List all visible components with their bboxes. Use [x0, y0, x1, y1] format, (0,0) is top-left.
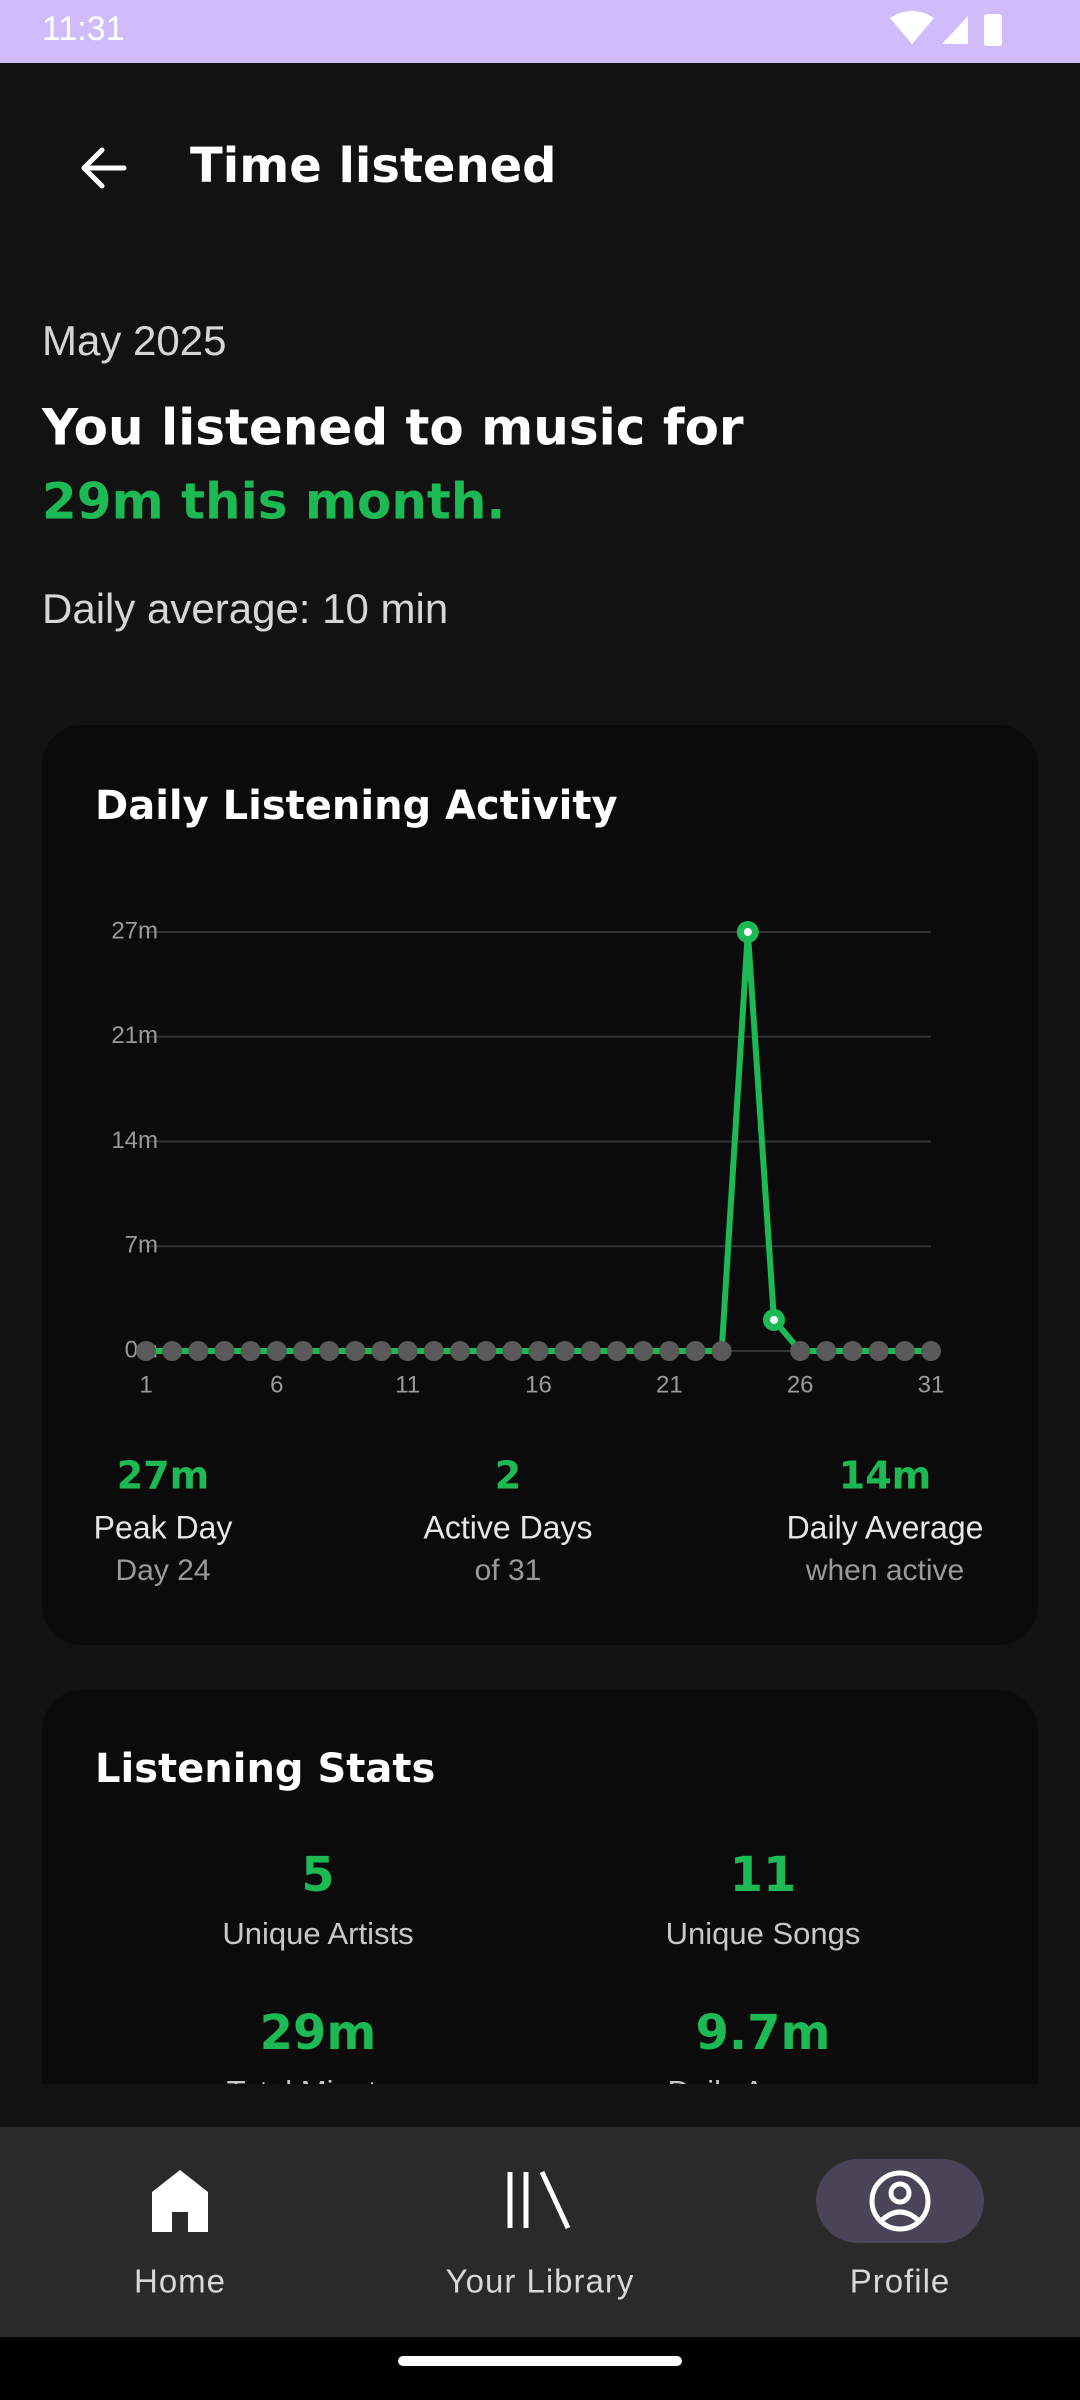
x-tick-label: 26: [787, 1371, 814, 1398]
data-point: [921, 1341, 941, 1361]
stat-value: 27m: [117, 1454, 209, 1498]
data-point: [162, 1341, 183, 1361]
x-tick-label: 11: [395, 1371, 420, 1398]
stats-card: [42, 1690, 1038, 2084]
data-point: [423, 1341, 444, 1361]
stat-value: 9.7m: [695, 2005, 830, 2061]
wifi-icon: [890, 11, 934, 44]
stat-label: Unique Artists: [222, 1916, 413, 1951]
x-tick-label: 16: [525, 1371, 552, 1398]
stat-label: Unique Songs: [666, 1916, 861, 1951]
data-point: [659, 1341, 680, 1361]
gesture-handle[interactable]: [398, 2356, 682, 2366]
data-point: [528, 1341, 549, 1361]
listening-stats: 5 Unique Artists 11 Unique Songs 29m Total Mi…: [222, 1847, 861, 2109]
nav-label[interactable]: Home: [134, 2263, 226, 2300]
stat-label: Active Days: [424, 1509, 593, 1545]
data-point: [685, 1341, 706, 1361]
back-arrow[interactable]: [81, 147, 127, 189]
nav-label[interactable]: Profile: [850, 2263, 951, 2300]
month-label: May 2025: [42, 317, 226, 364]
scroll-content: May 2025 You listened to music for 29m t…: [41, 317, 1038, 2109]
data-point: [502, 1341, 523, 1361]
data-point: [476, 1341, 497, 1361]
stat-sub: when active: [805, 1554, 964, 1587]
stat-value: 5: [301, 1847, 334, 1903]
data-point: [816, 1341, 837, 1361]
profile-icon-ring[interactable]: [869, 2170, 931, 2232]
profile-icon-body[interactable]: [880, 2209, 920, 2222]
stat-value: 11: [730, 1847, 797, 1903]
battery-icon: [984, 14, 1002, 46]
data-point: [266, 1341, 287, 1361]
signal-icon: [942, 16, 968, 44]
profile-icon-head[interactable]: [888, 2181, 912, 2205]
x-tick-label: 1: [139, 1371, 152, 1398]
data-point: [842, 1341, 863, 1361]
stat-value: 2: [495, 1454, 521, 1498]
data-point: [293, 1341, 313, 1361]
data-point: [397, 1341, 418, 1361]
status-bar: [0, 0, 1080, 63]
data-point: [319, 1341, 340, 1361]
y-tick-label: 27m: [111, 917, 158, 944]
stat-sub: Day 24: [115, 1554, 210, 1587]
y-tick-label: 14m: [111, 1127, 158, 1154]
stat-value: 14m: [839, 1454, 931, 1498]
stat-label: Daily Average: [787, 1509, 984, 1545]
back-button[interactable]: [81, 147, 127, 189]
data-point: [450, 1341, 470, 1361]
data-point: [371, 1341, 392, 1361]
data-point: [188, 1341, 209, 1361]
data-point: [607, 1341, 627, 1361]
data-point: [554, 1341, 575, 1361]
data-point: [868, 1341, 889, 1361]
chart-stats: 27m Peak Day Day 24 2 Active Days of 31 14m Dai…: [94, 1454, 984, 1587]
headline-highlight: 29m this month.: [42, 473, 505, 531]
y-tick-label: 21m: [111, 1022, 158, 1049]
y-tick-label: 7m: [125, 1232, 158, 1259]
data-point: [136, 1341, 156, 1361]
data-point-center: [770, 1315, 778, 1324]
stats-title: Listening Stats: [95, 1746, 435, 1792]
headline: You listened to music for: [41, 399, 744, 457]
home-icon[interactable]: [152, 2170, 208, 2232]
header-title: Time listened: [190, 138, 557, 194]
stat-label: Daily Average: [668, 2074, 859, 2109]
x-tick-label: 21: [656, 1371, 683, 1398]
chart-title: Daily Listening Activity: [95, 783, 618, 829]
library-icon[interactable]: [507, 2170, 571, 2230]
daily-average: Daily average: 10 min: [42, 585, 448, 632]
data-point: [894, 1341, 915, 1361]
nav-labels: Home Your Library Profile: [134, 2263, 951, 2300]
stat-sub: of 31: [475, 1554, 542, 1587]
stat-value: 29m: [260, 2005, 377, 2061]
data-point: [633, 1341, 654, 1361]
data-point-center: [743, 928, 752, 936]
nav-label[interactable]: Your Library: [446, 2263, 635, 2300]
status-time: 11:31: [42, 10, 125, 48]
profile-icon[interactable]: [869, 2170, 931, 2232]
data-point: [790, 1341, 811, 1361]
x-tick-label: 6: [270, 1371, 283, 1398]
x-tick-label: 31: [918, 1371, 945, 1398]
data-point: [240, 1341, 261, 1361]
stat-label: Peak Day: [94, 1509, 233, 1545]
line-chart: 0m7m14m21m27m161116212631: [111, 917, 944, 1398]
data-point: [711, 1341, 732, 1361]
stat-label: Total Minutes: [227, 2074, 410, 2109]
chart-card: [42, 725, 1038, 1645]
data-point: [580, 1341, 601, 1361]
data-point: [345, 1341, 366, 1361]
gesture-area: [0, 2337, 1080, 2400]
data-point: [214, 1341, 235, 1361]
